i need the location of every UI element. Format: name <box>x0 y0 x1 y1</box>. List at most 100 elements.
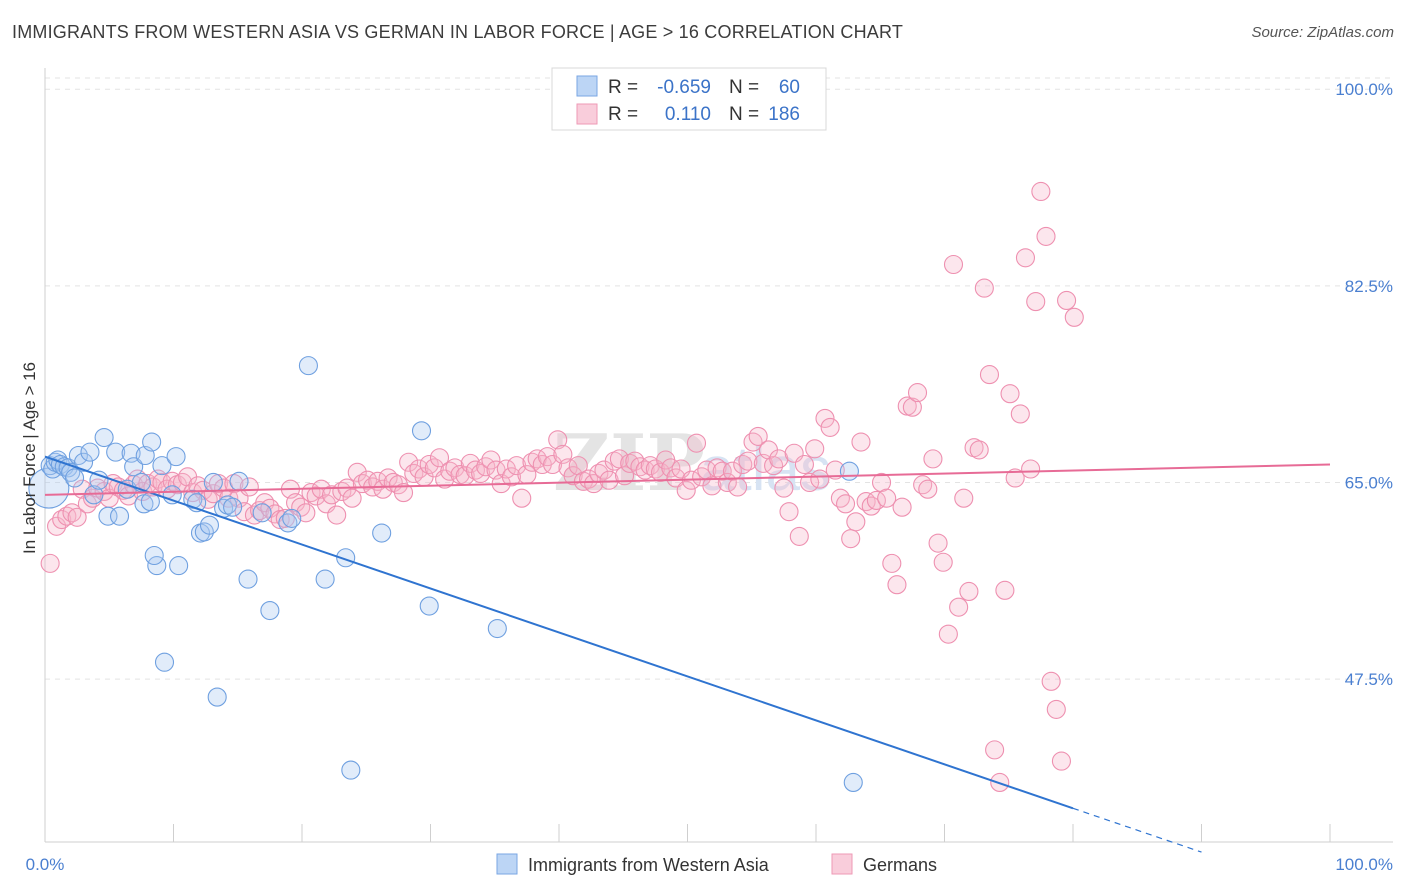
legend-swatch-pink <box>576 103 598 125</box>
western-asia-point <box>207 687 227 707</box>
germans-point <box>1041 671 1061 691</box>
germans-point <box>686 433 707 453</box>
germans-point <box>162 471 182 491</box>
western-asia-point <box>199 515 220 535</box>
germans-point <box>661 458 681 478</box>
germans-point <box>820 417 840 437</box>
germans-point <box>918 479 938 499</box>
germans-point <box>1015 248 1036 268</box>
germans-point <box>373 479 393 499</box>
germans-point <box>1031 181 1051 202</box>
western-asia-point <box>238 569 258 589</box>
western-asia-point <box>131 472 151 493</box>
germans-point <box>836 494 856 514</box>
series-label-1: Immigrants from Western Asia <box>528 855 770 875</box>
correlation-legend: R = -0.659 N = 60 R = 0.110 N = 186 <box>551 67 827 131</box>
axes <box>44 68 1393 843</box>
germans-point <box>877 488 897 508</box>
germans-point <box>118 486 139 506</box>
germans-point <box>800 472 820 493</box>
germans-point <box>296 503 316 523</box>
germans-point <box>810 469 830 489</box>
chart-title: IMMIGRANTS FROM WESTERN ASIA VS GERMAN I… <box>12 22 904 42</box>
germans-point <box>825 460 845 480</box>
germans-point <box>548 430 568 450</box>
western-asia-point <box>411 421 432 441</box>
germans-point <box>779 502 799 522</box>
germans-point <box>203 484 223 504</box>
germans-point <box>512 488 532 508</box>
western-asia-trendline <box>44 455 1074 810</box>
germans-point <box>1051 751 1071 771</box>
western-asia-trendline-extension <box>1072 807 1202 853</box>
western-asia-point <box>124 457 144 477</box>
series-label-2: Germans <box>863 855 937 875</box>
western-asia-point <box>282 508 302 528</box>
y-tick-label: 65.0% <box>1345 473 1393 492</box>
western-asia-point <box>109 506 130 526</box>
gridlines <box>45 77 1393 680</box>
germans-point <box>429 448 450 468</box>
legend-n-value-2: 186 <box>768 104 800 125</box>
germans-point <box>887 575 907 595</box>
trendlines <box>44 455 1331 853</box>
legend-r-label-2: R = <box>608 104 638 125</box>
western-asia-point <box>315 569 335 589</box>
germans-point <box>907 383 928 403</box>
germans-point <box>666 468 686 488</box>
germans-trendline <box>44 463 1331 496</box>
germans-point <box>743 432 763 452</box>
x-tick-label: 100.0% <box>1335 855 1393 874</box>
legend-box <box>551 67 827 131</box>
legend-swatch-blue <box>576 75 598 97</box>
germans-point <box>239 477 259 497</box>
germans-point <box>1010 404 1030 424</box>
western-asia-point <box>144 545 164 566</box>
germans-point <box>342 488 362 508</box>
germans-point <box>979 365 1000 385</box>
western-asia-point <box>260 601 280 621</box>
germans-point <box>599 470 619 490</box>
y-tick-labels: 47.5% 65.0% 82.5% 100.0% <box>1335 80 1393 689</box>
western-asia-point <box>98 506 118 526</box>
germans-point <box>851 432 871 452</box>
germans-point <box>882 553 902 573</box>
western-asia-point <box>183 489 203 509</box>
y-tick-label: 100.0% <box>1335 80 1393 99</box>
germans-point <box>52 509 72 530</box>
germans-point <box>902 397 922 417</box>
germans-point <box>630 457 650 477</box>
germans-point <box>928 533 948 553</box>
germans-point <box>985 740 1005 760</box>
western-asia-point <box>80 442 100 462</box>
germans-point <box>57 506 77 526</box>
series-swatch-blue <box>496 853 518 875</box>
germans-point <box>584 474 604 494</box>
germans-point <box>789 526 809 546</box>
y-tick-label: 82.5% <box>1345 277 1393 296</box>
germans-point <box>707 458 727 478</box>
western-asia-point <box>341 760 361 780</box>
germans-point <box>774 478 794 498</box>
germans-point <box>995 580 1015 600</box>
germans-point <box>794 454 814 475</box>
germans-point <box>1005 468 1025 488</box>
series-swatch-pink <box>831 853 853 875</box>
germans-point <box>67 507 87 527</box>
germans-point <box>949 597 969 617</box>
western-asia-point <box>74 452 94 472</box>
germans-point <box>1057 290 1077 311</box>
germans-point <box>712 461 732 481</box>
western-asia-point <box>166 447 186 467</box>
y-tick-label: 47.5% <box>1345 670 1393 689</box>
western-asia-point <box>336 548 356 568</box>
germans-point <box>933 552 953 572</box>
germans-point <box>543 454 563 475</box>
legend-r-value-2: 0.110 <box>665 104 711 125</box>
germans-point <box>419 454 439 475</box>
western-asia-point <box>142 432 162 452</box>
western-asia-point <box>372 523 392 543</box>
germans-point <box>1000 384 1020 404</box>
western-asia-point <box>106 442 126 462</box>
